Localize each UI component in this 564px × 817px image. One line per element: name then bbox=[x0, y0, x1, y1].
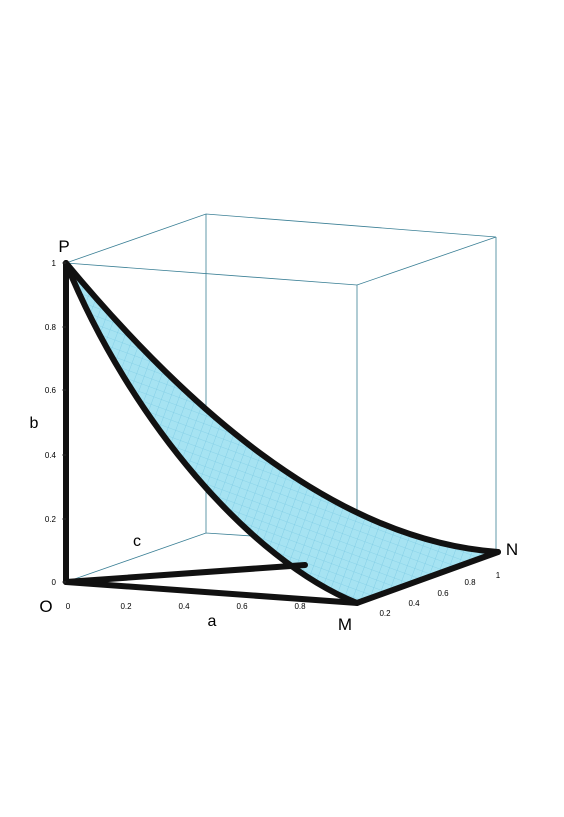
tick-label: 0 bbox=[66, 602, 71, 611]
tick-label: 0.6 bbox=[45, 386, 57, 395]
tick-label: 1 bbox=[52, 259, 57, 268]
tick-label: 1 bbox=[496, 571, 501, 580]
tick-label: 0.4 bbox=[408, 599, 420, 608]
tick-label: 0.6 bbox=[236, 602, 248, 611]
point-label: N bbox=[506, 540, 518, 559]
point-label: O bbox=[39, 597, 52, 616]
point-label: M bbox=[338, 615, 352, 634]
point-label: P bbox=[58, 237, 69, 256]
tick-label: 0.2 bbox=[379, 609, 391, 618]
surface bbox=[66, 263, 498, 603]
tick-label: 0.8 bbox=[45, 323, 57, 332]
tick-label: 0.8 bbox=[464, 578, 476, 587]
tick-label: 0 bbox=[52, 578, 57, 587]
edges bbox=[63, 260, 501, 607]
tick-label: 0.4 bbox=[45, 451, 57, 460]
axis-ticks bbox=[62, 262, 66, 583]
tick-label: 0.4 bbox=[178, 602, 190, 611]
bounding-box bbox=[65, 213, 497, 603]
tick-label: 0.8 bbox=[294, 602, 306, 611]
axis-label: b bbox=[30, 415, 39, 432]
axis-label: a bbox=[208, 613, 217, 630]
tick-label: 0.2 bbox=[45, 515, 57, 524]
tick-label: 0.6 bbox=[437, 589, 449, 598]
tick-label: 0.2 bbox=[120, 602, 132, 611]
axis-label: c bbox=[133, 533, 141, 550]
